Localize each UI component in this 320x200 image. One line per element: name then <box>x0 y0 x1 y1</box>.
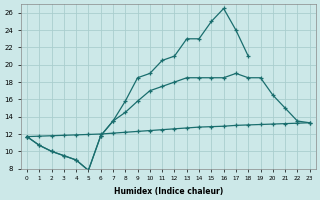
X-axis label: Humidex (Indice chaleur): Humidex (Indice chaleur) <box>114 187 223 196</box>
